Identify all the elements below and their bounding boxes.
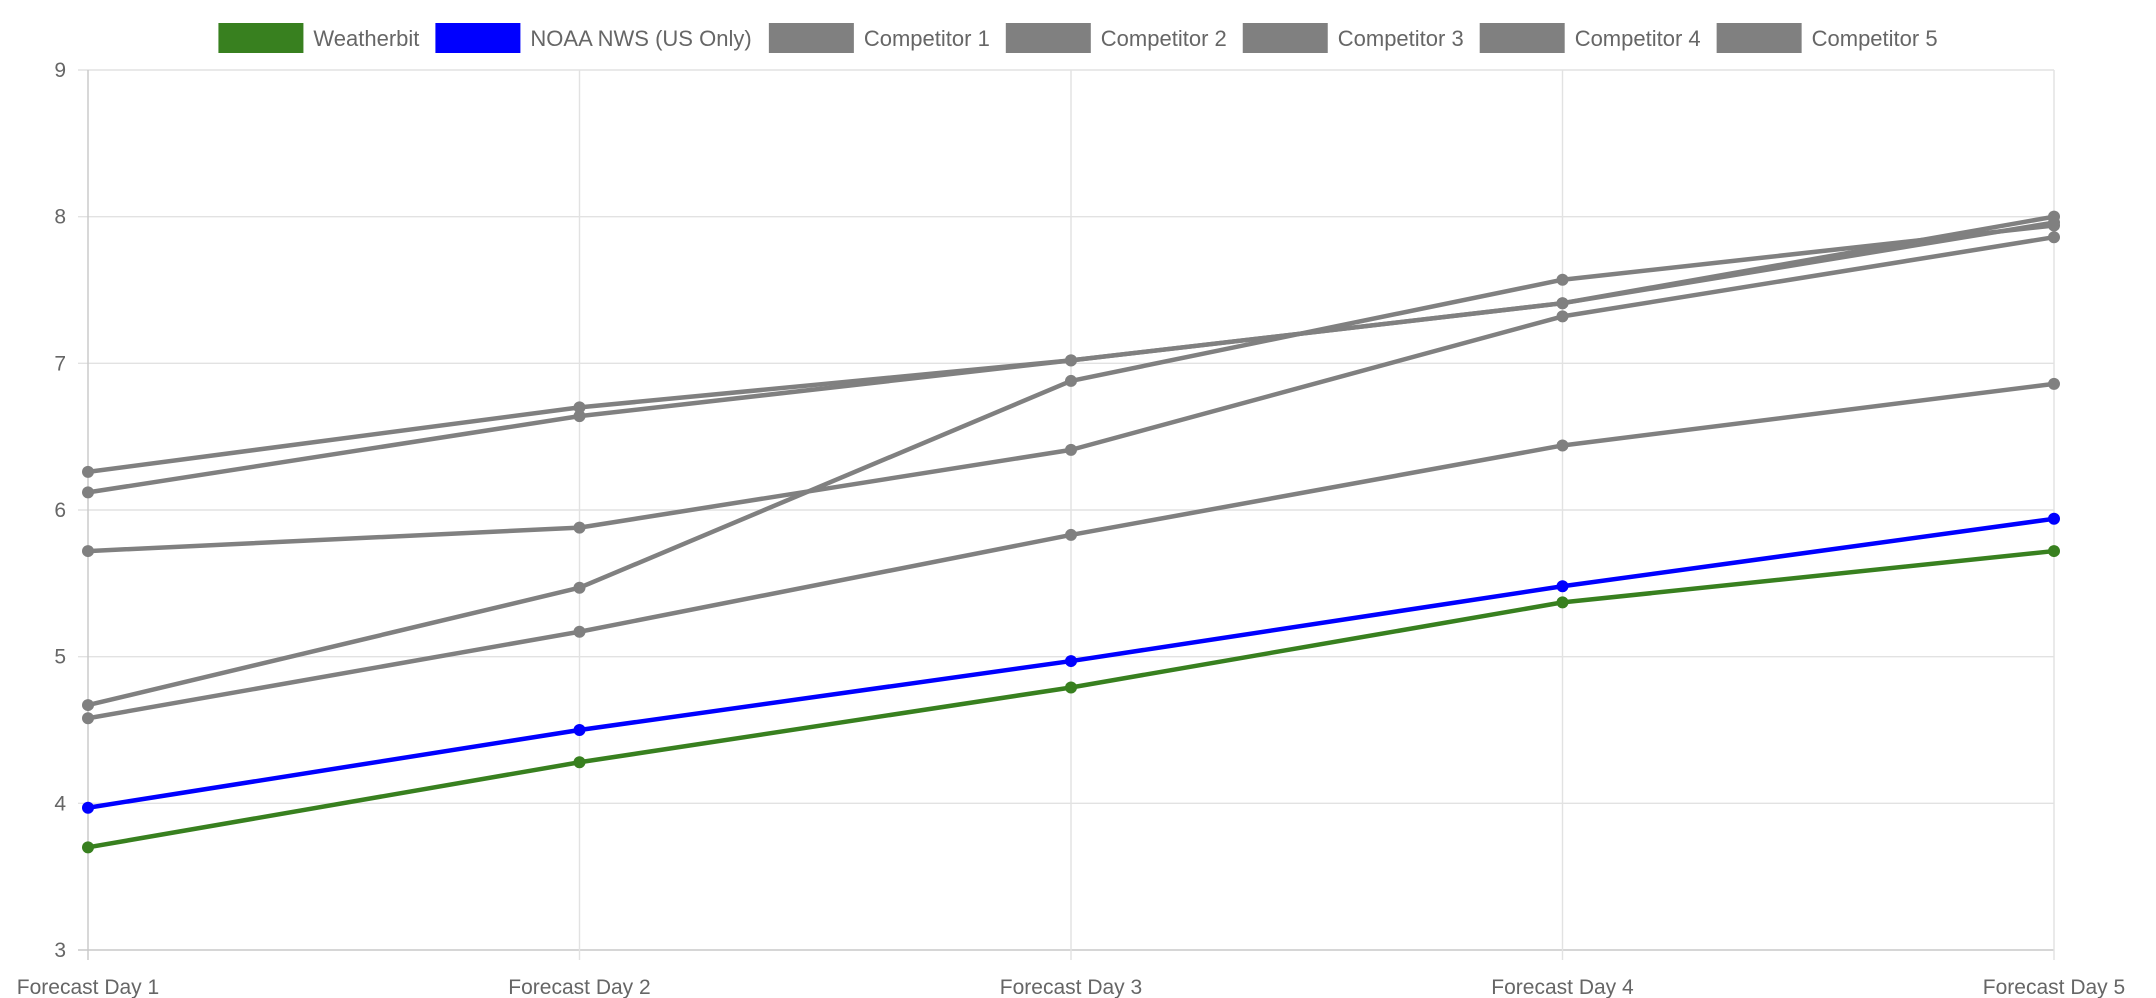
legend-item[interactable]: Competitor 2 xyxy=(1005,23,1227,53)
data-point xyxy=(1556,596,1569,609)
data-point xyxy=(2048,231,2060,244)
series-layer xyxy=(82,210,2060,854)
data-point xyxy=(2048,219,2060,232)
legend-swatch xyxy=(768,23,854,53)
legend-label: Competitor 1 xyxy=(864,26,990,51)
legend-swatch xyxy=(1005,23,1091,53)
legend-label: Weatherbit xyxy=(313,26,419,51)
y-tick-label: 3 xyxy=(54,939,66,962)
data-point xyxy=(1556,273,1569,286)
legend-label: Competitor 3 xyxy=(1338,26,1464,51)
data-point xyxy=(573,625,586,638)
legend-label: Competitor 2 xyxy=(1101,26,1227,51)
data-point xyxy=(82,712,94,725)
data-point xyxy=(82,801,94,814)
legend-swatch xyxy=(1716,23,1802,53)
data-point xyxy=(1556,439,1569,452)
legend-label: Competitor 5 xyxy=(1812,26,1938,51)
x-axis: Forecast Day 1 Forecast Day 2 Forecast Day… xyxy=(17,976,2125,998)
legend-item[interactable]: NOAA NWS (US Only) xyxy=(435,23,752,53)
grid xyxy=(78,69,2055,960)
x-tick-label: Forecast Day 1 xyxy=(17,976,159,998)
data-point xyxy=(573,724,586,736)
y-tick-label: 5 xyxy=(54,646,66,669)
data-point xyxy=(2048,512,2060,525)
legend-item[interactable]: Competitor 3 xyxy=(1242,23,1464,53)
y-tick-label: 6 xyxy=(54,499,66,522)
data-point xyxy=(82,465,94,478)
data-point xyxy=(1065,354,1077,367)
data-point xyxy=(573,401,586,414)
legend-swatch xyxy=(1479,23,1565,53)
y-tick-label: 9 xyxy=(54,59,66,82)
data-point xyxy=(82,486,94,499)
data-point xyxy=(573,581,586,594)
y-tick-label: 7 xyxy=(54,352,66,375)
x-tick-label: Forecast Day 2 xyxy=(508,976,650,998)
legend-swatch xyxy=(1242,23,1328,53)
legend-label: NOAA NWS (US Only) xyxy=(530,26,751,51)
legend-swatch xyxy=(218,23,304,53)
legend: Weatherbit NOAA NWS (US Only) Competitor 1… xyxy=(218,23,1938,53)
data-point xyxy=(573,521,586,534)
data-point xyxy=(2048,545,2060,558)
data-point xyxy=(1065,528,1077,541)
data-point xyxy=(82,841,94,854)
data-point xyxy=(573,410,586,423)
data-point xyxy=(1556,310,1569,323)
data-point xyxy=(1556,580,1569,593)
data-point xyxy=(1065,655,1077,668)
y-tick-label: 8 xyxy=(54,206,66,229)
data-point xyxy=(573,756,586,769)
legend-item[interactable]: Weatherbit xyxy=(218,23,419,53)
legend-swatch xyxy=(435,23,521,53)
x-tick-label: Forecast Day 3 xyxy=(1000,976,1142,998)
legend-item[interactable]: Competitor 4 xyxy=(1479,23,1701,53)
data-point xyxy=(82,545,94,558)
legend-label: Competitor 4 xyxy=(1575,26,1701,51)
legend-item[interactable]: Competitor 1 xyxy=(768,23,990,53)
data-point xyxy=(1065,374,1077,387)
legend-item[interactable]: Competitor 5 xyxy=(1716,23,1938,53)
x-tick-label: Forecast Day 4 xyxy=(1491,976,1634,998)
data-point xyxy=(1556,297,1569,310)
data-point xyxy=(82,699,94,712)
x-tick-label: Forecast Day 5 xyxy=(1983,976,2125,998)
y-tick-label: 4 xyxy=(54,792,66,815)
data-point xyxy=(2048,377,2060,390)
data-point xyxy=(1065,443,1077,456)
data-point xyxy=(1065,681,1077,694)
y-axis: 3 4 5 6 7 8 9 xyxy=(54,59,66,962)
